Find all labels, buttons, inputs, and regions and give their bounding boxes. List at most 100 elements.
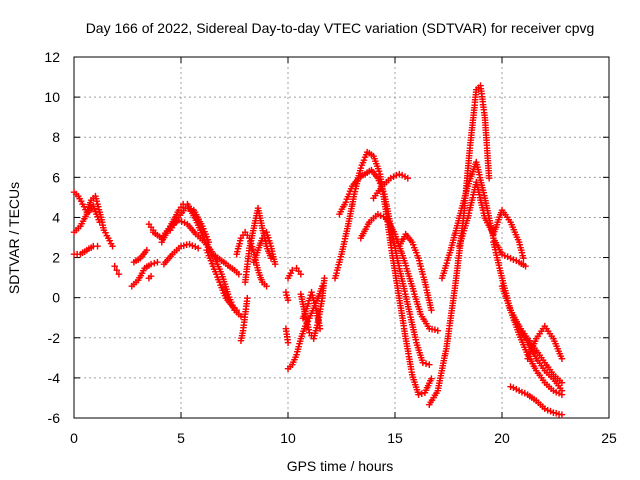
y-tick-label: 2	[52, 250, 60, 266]
data-point-interp: +	[479, 97, 487, 112]
data-point-interp: +	[460, 205, 468, 220]
data-point: +	[344, 218, 352, 233]
data-point-interp: +	[519, 324, 527, 339]
data-point-interp: +	[402, 258, 410, 273]
data-point-interp: +	[95, 202, 103, 217]
data-point-interp: +	[447, 308, 455, 323]
data-point: +	[550, 405, 558, 420]
data-point-interp: +	[535, 395, 543, 410]
data-point-interp: +	[79, 214, 87, 229]
data-point-interp: +	[539, 372, 547, 387]
data-point-interp: +	[363, 165, 371, 180]
data-point-interp: +	[405, 231, 413, 246]
data-point-interp: +	[552, 406, 560, 421]
data-point-interp: +	[320, 276, 328, 291]
data-point-interp: +	[150, 256, 158, 271]
data-point-interp: +	[299, 326, 307, 341]
data-point-interp: +	[501, 280, 509, 295]
data-point-interp: +	[504, 295, 512, 310]
data-point: +	[216, 275, 224, 290]
data-point-interp: +	[493, 250, 501, 265]
data-point-interp: +	[443, 338, 451, 353]
data-point-interp: +	[251, 252, 259, 267]
data-point-interp: +	[283, 329, 291, 344]
data-point: +	[141, 261, 149, 276]
data-point-interp: +	[452, 271, 460, 286]
data-point-interp: +	[260, 226, 268, 241]
data-point-interp: +	[255, 203, 263, 218]
data-point: +	[137, 251, 145, 266]
data-point-interp: +	[140, 247, 148, 262]
data-point-interp: +	[258, 272, 266, 287]
data-point-interp: +	[303, 314, 311, 329]
data-point-interp: +	[399, 313, 407, 328]
data-point-interp: +	[98, 212, 106, 227]
data-point: +	[532, 393, 540, 408]
data-point-interp: +	[534, 345, 542, 360]
data-point-interp: +	[489, 225, 497, 240]
data-point-interp: +	[249, 225, 257, 240]
data-point-interp: +	[305, 322, 313, 337]
data-point: +	[169, 247, 177, 262]
data-point-interp: +	[391, 263, 399, 278]
data-point-interp: +	[384, 217, 392, 232]
data-point: +	[199, 218, 207, 233]
data-point-interp: +	[252, 250, 260, 265]
data-point: +	[558, 383, 566, 398]
data-point-interp: +	[213, 267, 221, 282]
data-point-interp: +	[479, 200, 487, 215]
data-point-interp: +	[376, 176, 384, 191]
data-point-interp: +	[519, 334, 527, 349]
data-point-interp: +	[380, 191, 388, 206]
data-point: +	[498, 279, 506, 294]
data-point: +	[507, 214, 515, 229]
data-point-interp: +	[466, 174, 474, 189]
data-point-interp: +	[379, 181, 387, 196]
data-point: +	[184, 196, 192, 211]
data-point-interp: +	[457, 233, 465, 248]
data-point-interp: +	[471, 182, 479, 197]
data-point-interp: +	[465, 153, 473, 168]
data-point: +	[306, 325, 314, 340]
data-point: +	[490, 226, 498, 241]
data-point-interp: +	[311, 298, 319, 313]
data-point-interp: +	[520, 328, 528, 343]
data-point-interp: +	[446, 318, 454, 333]
data-point-interp: +	[513, 314, 521, 329]
data-point-interp: +	[476, 170, 484, 185]
data-point-interp: +	[408, 276, 416, 291]
data-point-interp: +	[485, 217, 493, 232]
data-point: +	[428, 371, 436, 386]
data-point-interp: +	[503, 290, 511, 305]
data-point-interp: +	[474, 182, 482, 197]
data-point: +	[237, 231, 245, 246]
data-point-interp: +	[308, 306, 316, 321]
data-point-interp: +	[387, 221, 395, 236]
data-point-interp: +	[86, 195, 94, 210]
data-point-interp: +	[311, 325, 319, 340]
data-point-interp: +	[459, 218, 467, 233]
data-point-interp: +	[346, 184, 354, 199]
data-point-interp: +	[257, 270, 265, 285]
data-point-interp: +	[314, 311, 322, 326]
data-point-interp: +	[224, 258, 232, 273]
data-point: +	[259, 275, 267, 290]
data-point-interp: +	[107, 236, 115, 251]
data-point-interp: +	[411, 330, 419, 345]
data-point-interp: +	[303, 301, 311, 316]
data-point-interp: +	[495, 255, 503, 270]
data-point-interp: +	[530, 346, 538, 361]
y-tick-label: 8	[52, 129, 60, 145]
data-point-interp: +	[525, 349, 533, 364]
data-point-interp: +	[200, 230, 208, 245]
data-point: +	[70, 184, 78, 199]
data-point-interp: +	[500, 278, 508, 293]
data-point: +	[413, 335, 421, 350]
data-point-interp: +	[440, 266, 448, 281]
data-point-interp: +	[470, 162, 478, 177]
data-point: +	[259, 231, 267, 246]
data-point-interp: +	[300, 299, 308, 314]
satellite-track-20: +++++++	[284, 261, 305, 286]
data-point: +	[481, 110, 489, 125]
data-point: +	[201, 233, 209, 248]
